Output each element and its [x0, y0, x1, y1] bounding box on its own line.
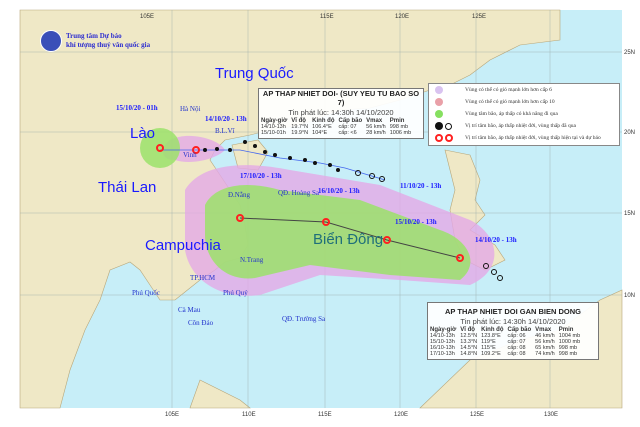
track-label-storm-now: 14/10/20 - 13h: [205, 115, 247, 123]
table-row: 15/10-13h 13.3°N 119°E cấp: 07 56 km/h 1000 m…: [430, 339, 581, 345]
lon-label: 115E: [320, 14, 334, 20]
place: Vinh: [183, 151, 197, 159]
lon-label: 115E: [318, 412, 332, 418]
place: N.Trang: [240, 256, 264, 264]
place: QĐ. Trường Sa: [282, 315, 326, 323]
table-row: 16/10-13h 14.5°N 115°E cấp: 08 65 km/h 998 mb: [430, 345, 578, 351]
table-row: 14/10-13h 12.5°N 123.8°E cấp: 06 46 km/h 1004…: [430, 333, 581, 339]
track-label-16: 16/10/20 - 13h: [318, 187, 360, 195]
agency-emblem-icon: [40, 30, 62, 52]
label-bien-dong: Biển Đông: [313, 231, 383, 248]
lat-label: 20N: [624, 130, 635, 136]
box2-table: Ngày-giờ Vĩ độ Kinh độ Cấp bão Vmax Pmin 14/1…: [428, 327, 582, 357]
place: TP.HCM: [190, 274, 216, 282]
place: Phú Quý: [223, 289, 248, 297]
label-thailand: Thái Lan: [98, 179, 156, 196]
place: QĐ. Hoàng Sa: [278, 189, 320, 197]
th: Pmin: [389, 118, 405, 124]
th: Cấp bão: [338, 118, 363, 124]
past-positions: [203, 140, 340, 172]
th: Vĩ độ: [291, 118, 306, 124]
center-cone: [205, 185, 471, 280]
th: Vĩ độ: [460, 327, 475, 333]
lat-label: 15N: [624, 211, 635, 217]
label-laos: Lào: [130, 125, 155, 142]
logo-line2: khí tượng thuỷ văn quốc gia: [66, 41, 151, 49]
lon-label: 105E: [165, 412, 179, 418]
red-storm-icon: [435, 134, 443, 142]
track-label-14: 14/10/20 - 13h: [475, 236, 517, 244]
th: Kinh độ: [312, 118, 335, 124]
lon-label: 120E: [395, 14, 409, 20]
legend-item: Vùng có thể có gió mạnh lớn hơn cấp 10: [429, 96, 619, 108]
table-row: 15/10-01h 19.9°N 104°E cấp: <6 28 km/h 1006 m…: [261, 130, 412, 136]
info-box-depression: AP THAP NHIET DOI GAN BIEN DONG Tin phát…: [427, 302, 599, 360]
table-row: 14/10-13h 19.7°N 106.4°E cấp: 07 56 km/h 998 …: [261, 124, 409, 130]
logo-line1: Trung tâm Dự báo: [66, 32, 122, 40]
legend-item: Vùng tâm bão, áp thấp có khả năng đi qua: [429, 108, 619, 120]
lon-label: 125E: [470, 412, 484, 418]
place: Hà Nội: [180, 105, 200, 113]
th: Vmax: [366, 118, 383, 124]
box1-table: Ngày-giờ Vĩ độ Kinh độ Cấp bão Vmax Pmin 14/1…: [259, 118, 413, 136]
black-storm-icon: [435, 122, 443, 130]
agency-logo: Trung tâm Dự báo khí tượng thuỷ văn quốc…: [40, 30, 150, 52]
place: Côn Đảo: [188, 319, 214, 327]
track-label-15: 15/10/20 - 13h: [395, 218, 437, 226]
lat-label: 25N: [624, 50, 635, 56]
black-low-icon: [445, 122, 452, 130]
hainan: [231, 139, 269, 171]
track-label-past: 11/10/20 - 13h: [400, 182, 441, 190]
place: Đ.Nẵng: [228, 191, 250, 199]
legend-item: Vị trí tâm bão, áp thấp nhiệt đới, vùng …: [429, 120, 619, 132]
box2-title: AP THAP NHIET DOI GAN BIEN DONG: [445, 307, 581, 316]
north-center-zone: [140, 128, 180, 168]
label-cambodia: Campuchia: [145, 237, 222, 254]
past-low-positions: [355, 170, 503, 281]
red-low-icon: [445, 134, 453, 142]
forecast-track-line: [239, 217, 461, 259]
th: Ngày-giờ: [261, 118, 288, 124]
track-label-17: 17/10/20 - 13h: [240, 172, 282, 180]
purple-dot-icon: [435, 86, 443, 94]
green-dot-icon: [435, 110, 443, 118]
box1-title: AP THAP NHIET DOI- (SUY YEU TU BAO SO 7): [262, 89, 420, 107]
box2-issued: Tin phát lúc: 14:30h 14/10/2020: [460, 317, 566, 326]
box1-issued: Tin phát lúc: 14:30h 14/10/2020: [288, 108, 394, 117]
pink-dot-icon: [435, 98, 443, 106]
th: Ngày-giờ: [430, 327, 457, 333]
table-row: 17/10-13h 14.8°N 109.2°E cấp: 08 74 km/h 998 …: [430, 351, 578, 357]
legend-item: Vùng có thể có gió mạnh lớn hơn cấp 6: [429, 84, 619, 96]
legend: Vùng có thể có gió mạnh lớn hơn cấp 6 Vù…: [428, 83, 620, 146]
place: Cà Mau: [178, 306, 201, 314]
lon-label: 120E: [394, 412, 408, 418]
th: Cấp bão: [507, 327, 532, 333]
place: Phú Quốc: [132, 289, 160, 297]
legend-item: Vị trí tâm bão, áp thấp nhiệt đới, vùng …: [429, 132, 619, 144]
forecast-positions: [156, 144, 464, 262]
th: Pmin: [558, 327, 574, 333]
lon-label: 110E: [242, 412, 256, 418]
place: B.L.Vĩ: [215, 127, 236, 135]
label-china: Trung Quốc: [215, 65, 294, 82]
lon-label: 125E: [472, 14, 486, 20]
lon-label: 130E: [544, 412, 558, 418]
info-box-storm7: AP THAP NHIET DOI- (SUY YEU TU BAO SO 7)…: [258, 88, 424, 139]
track-label-storm-next: 15/10/20 - 01h: [116, 104, 158, 112]
th: Vmax: [535, 327, 552, 333]
th: Kinh độ: [481, 327, 504, 333]
lon-label: 105E: [140, 14, 154, 20]
lat-label: 10N: [624, 293, 635, 299]
